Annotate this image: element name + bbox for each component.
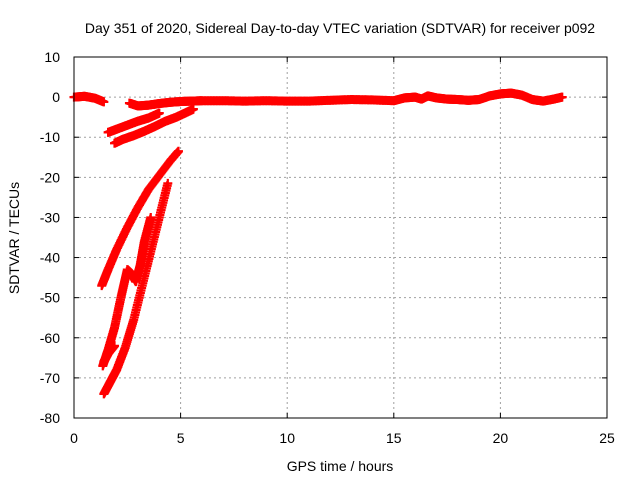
y-tick-label: -50 — [40, 290, 60, 306]
data-point — [146, 212, 156, 222]
y-tick-label: -40 — [40, 250, 60, 266]
x-tick-label: 5 — [177, 430, 185, 446]
axis-ticks: 0 5 10 15 20 25 10 0 -10 -20 -30 -40 -50 -60 -70 -80 — [40, 49, 615, 446]
x-tick-label: 0 — [70, 430, 78, 446]
y-tick-label: 10 — [44, 49, 60, 65]
data-series — [69, 88, 567, 399]
data-point — [173, 146, 183, 156]
series-arc — [97, 146, 183, 291]
series-arc — [124, 88, 567, 111]
series-arc — [69, 91, 109, 107]
y-tick-label: -80 — [40, 410, 60, 426]
x-tick-label: 25 — [599, 430, 615, 446]
data-point — [163, 178, 173, 188]
y-tick-label: -30 — [40, 209, 60, 225]
data-point — [99, 97, 109, 107]
y-tick-label: -70 — [40, 370, 60, 386]
y-tick-label: -20 — [40, 169, 60, 185]
data-point — [110, 341, 120, 351]
x-tick-label: 10 — [279, 430, 295, 446]
series-arc — [99, 178, 173, 399]
series-arc — [110, 104, 198, 148]
plot-frame — [73, 56, 608, 419]
y-tick-label: -60 — [40, 330, 60, 346]
series-arc — [103, 108, 164, 137]
y-tick-label: 0 — [52, 89, 60, 105]
y-axis-label: SDTVAR / TECUs — [6, 182, 22, 294]
series-arc — [99, 341, 120, 367]
data-point — [188, 104, 198, 114]
data-point — [154, 108, 164, 118]
chart-title: Day 351 of 2020, Sidereal Day-to-day VTE… — [85, 20, 595, 36]
x-tick-label: 15 — [386, 430, 402, 446]
y-tick-label: -10 — [40, 129, 60, 145]
data-point — [557, 92, 567, 102]
x-axis-label: GPS time / hours — [287, 458, 394, 474]
x-tick-label: 20 — [493, 430, 509, 446]
